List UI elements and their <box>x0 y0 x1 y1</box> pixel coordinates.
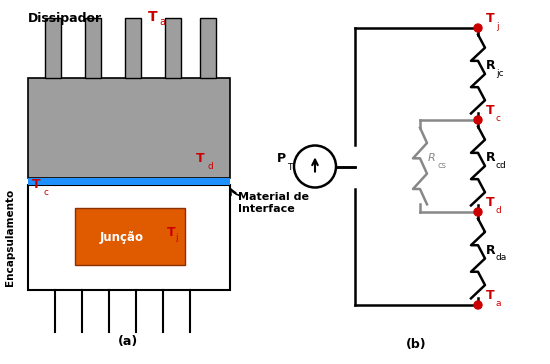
Text: c: c <box>496 114 501 123</box>
Text: R: R <box>428 153 436 163</box>
Text: Material de
Interface: Material de Interface <box>238 192 309 214</box>
Circle shape <box>474 301 482 309</box>
Text: Dissipador: Dissipador <box>28 12 102 25</box>
Bar <box>125 18 141 78</box>
Text: T: T <box>167 226 175 239</box>
Bar <box>165 18 181 78</box>
Text: cs: cs <box>437 161 446 170</box>
Bar <box>28 78 230 178</box>
Bar <box>200 18 216 78</box>
Text: Junção: Junção <box>100 231 144 244</box>
Text: d: d <box>207 162 213 171</box>
Text: j: j <box>175 233 178 242</box>
Text: da: da <box>496 253 507 262</box>
Text: R: R <box>486 244 496 257</box>
Text: (b): (b) <box>406 338 427 351</box>
Text: T: T <box>196 152 205 165</box>
Text: cd: cd <box>496 161 507 170</box>
Text: (a): (a) <box>118 335 138 348</box>
Text: R: R <box>486 151 496 164</box>
Text: T: T <box>486 196 494 209</box>
Text: T: T <box>486 12 494 25</box>
Text: Encapsulamento: Encapsulamento <box>5 189 15 286</box>
Bar <box>85 18 101 78</box>
Bar <box>75 208 185 265</box>
Text: P: P <box>277 151 286 165</box>
Text: T: T <box>486 289 494 302</box>
Text: T: T <box>148 10 158 24</box>
Bar <box>28 185 230 290</box>
Text: jc: jc <box>496 69 504 78</box>
Circle shape <box>474 208 482 216</box>
Text: a: a <box>159 17 165 27</box>
Bar <box>28 178 230 185</box>
Text: T: T <box>32 178 41 191</box>
Text: a: a <box>496 299 502 308</box>
Text: T: T <box>287 162 293 171</box>
Text: j: j <box>496 22 499 31</box>
Bar <box>45 18 61 78</box>
Text: R: R <box>486 59 496 72</box>
Text: d: d <box>496 206 502 215</box>
Circle shape <box>474 116 482 124</box>
Circle shape <box>474 24 482 32</box>
Text: T: T <box>486 104 494 117</box>
Text: c: c <box>43 188 48 197</box>
